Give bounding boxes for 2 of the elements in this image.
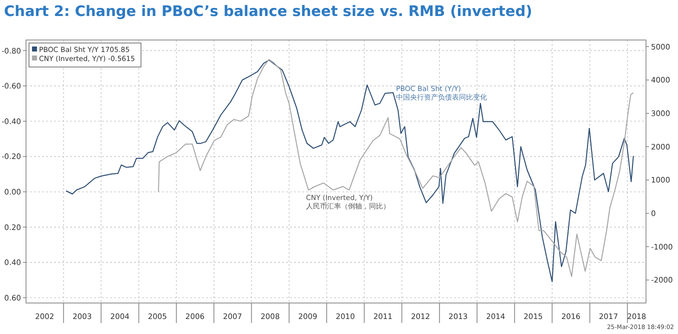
chart-title: Chart 2: Change in PBoC’s balance sheet size vs. RMB (inverted) — [4, 4, 532, 20]
line-series — [158, 58, 634, 278]
